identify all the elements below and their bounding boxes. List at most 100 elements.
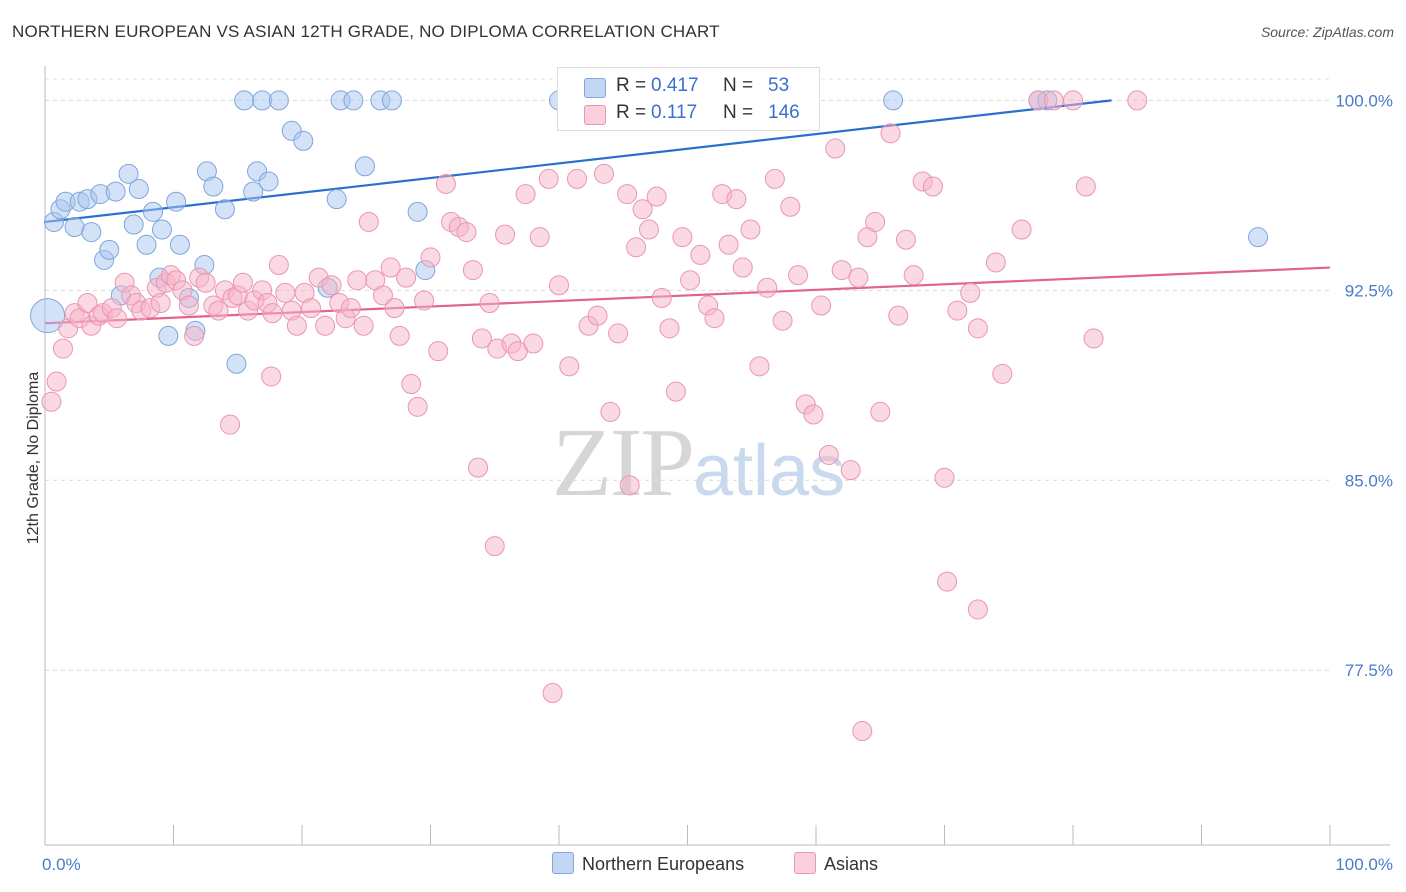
point-northern-europeans — [136, 234, 157, 255]
point-asians — [542, 683, 563, 704]
point-northern-europeans — [883, 90, 904, 111]
point-asians — [1011, 219, 1032, 240]
point-northern-europeans — [293, 130, 314, 151]
point-asians — [106, 308, 127, 329]
point-northern-europeans — [243, 181, 264, 202]
point-asians — [757, 277, 778, 298]
legend-swatch-pink — [584, 105, 606, 125]
point-asians — [992, 363, 1013, 384]
point-asians — [732, 257, 753, 278]
stats-legend: R = 0.417 N = 53 R = 0.117 N = 146 — [557, 67, 820, 131]
point-asians — [428, 341, 449, 362]
point-asians — [195, 272, 216, 293]
point-asians — [268, 255, 289, 276]
tick-labels: 100.0% 92.5% 85.0% 77.5% 0.0% 100.0% — [42, 91, 1393, 874]
point-asians — [300, 298, 321, 319]
point-asians — [617, 184, 638, 205]
point-asians — [208, 300, 229, 321]
point-northern-europeans — [30, 298, 66, 334]
point-asians — [420, 247, 441, 268]
point-asians — [414, 290, 435, 311]
point-northern-europeans — [252, 90, 273, 111]
point-asians — [340, 298, 361, 319]
point-asians — [1127, 90, 1148, 111]
point-asians — [538, 168, 559, 189]
point-asians — [626, 237, 647, 258]
point-asians — [587, 305, 608, 326]
point-asians — [220, 414, 241, 435]
point-asians — [646, 186, 667, 207]
point-northern-europeans — [381, 90, 402, 111]
point-northern-europeans — [169, 234, 190, 255]
point-asians — [960, 282, 981, 303]
point-northern-europeans — [118, 163, 139, 184]
legend-n-label: N = — [723, 75, 754, 96]
point-asians — [471, 328, 492, 349]
chart-title: NORTHERN EUROPEAN VS ASIAN 12TH GRADE, N… — [12, 22, 720, 41]
point-asians — [523, 333, 544, 354]
point-asians — [638, 219, 659, 240]
point-asians — [1063, 90, 1083, 111]
point-asians — [468, 457, 489, 478]
point-asians — [593, 163, 614, 184]
source-label: Source: ZipAtlas.com — [1260, 24, 1394, 40]
legend-r-label: R = — [616, 75, 647, 96]
point-asians — [456, 222, 477, 243]
point-asians — [321, 275, 342, 296]
point-northern-europeans — [214, 199, 235, 220]
point-asians — [749, 356, 770, 377]
point-northern-europeans — [234, 90, 255, 111]
point-asians — [985, 252, 1006, 273]
point-asians — [922, 176, 943, 197]
point-northern-europeans — [105, 181, 126, 202]
point-asians — [947, 300, 968, 321]
legend-r-label: R = — [616, 102, 647, 123]
point-asians — [396, 267, 417, 288]
point-asians — [178, 295, 199, 316]
point-asians — [1075, 176, 1096, 197]
point-asians — [967, 599, 988, 620]
point-asians — [315, 315, 336, 336]
point-northern-europeans — [407, 201, 428, 222]
point-asians — [880, 123, 901, 144]
data-points — [30, 90, 1269, 742]
watermark: ZIPatlas — [552, 405, 845, 519]
x-tick-label: 100.0% — [1335, 855, 1393, 874]
point-asians — [665, 381, 686, 402]
point-asians — [77, 293, 98, 314]
point-asians — [672, 227, 693, 248]
point-northern-europeans — [142, 201, 163, 222]
point-asians — [479, 293, 500, 314]
point-asians — [549, 275, 569, 296]
point-asians — [566, 168, 587, 189]
point-asians — [401, 374, 422, 395]
point-asians — [903, 265, 924, 286]
point-asians — [184, 325, 205, 346]
point-asians — [608, 323, 629, 344]
point-asians — [347, 270, 368, 291]
bottom-legend-northern-europeans[interactable]: Northern Europeans — [552, 852, 744, 875]
point-northern-europeans — [81, 222, 102, 243]
point-asians — [704, 308, 725, 329]
point-asians — [818, 444, 839, 465]
bottom-legend-asians[interactable]: Asians — [794, 852, 878, 875]
legend-r-value: 0.417 — [651, 75, 699, 96]
point-asians — [865, 211, 886, 232]
point-asians — [764, 168, 785, 189]
legend-n-label: N = — [723, 102, 754, 123]
point-northern-europeans — [99, 239, 120, 260]
point-asians — [788, 265, 809, 286]
point-asians — [632, 199, 653, 220]
point-asians — [825, 138, 846, 159]
point-asians — [888, 305, 909, 326]
point-asians — [484, 536, 505, 557]
y-axis-label: 12th Grade, No Diploma — [25, 372, 42, 545]
point-asians — [831, 260, 852, 281]
point-asians — [286, 315, 307, 336]
point-northern-europeans — [343, 90, 364, 111]
point-asians — [384, 298, 405, 319]
point-northern-europeans — [326, 189, 347, 210]
gridlines — [45, 78, 1330, 671]
point-asians — [41, 391, 62, 412]
